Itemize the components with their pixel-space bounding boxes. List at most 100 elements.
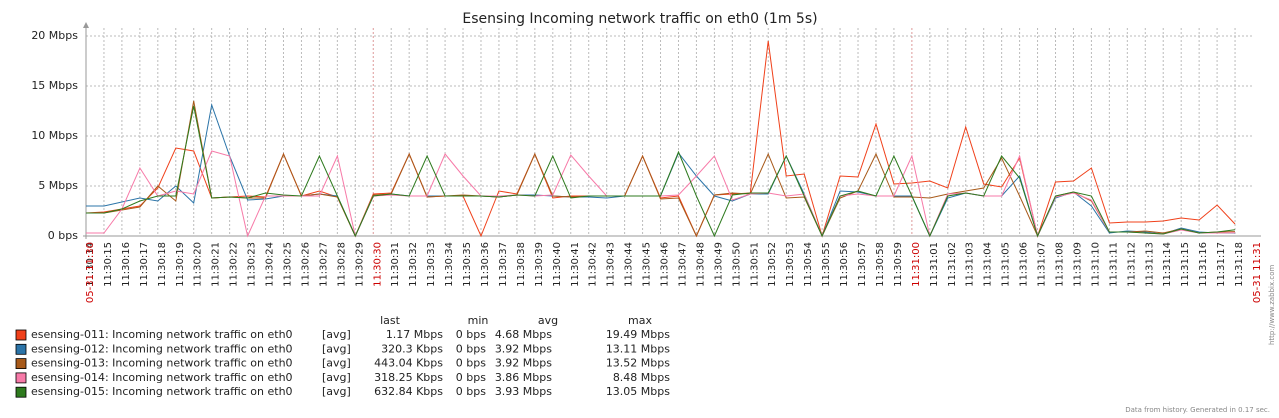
legend-cell: 0 bps bbox=[456, 328, 486, 341]
x-tick-label: 11:30:55 bbox=[821, 242, 832, 287]
x-tick-label: 11:30:33 bbox=[426, 242, 437, 287]
y-tick-label: 5 Mbps bbox=[38, 179, 78, 192]
legend-swatch bbox=[15, 372, 27, 384]
x-tick-label: 11:30:43 bbox=[606, 242, 617, 287]
legend-swatch bbox=[15, 386, 27, 398]
x-tick-label: 11:31:14 bbox=[1162, 242, 1173, 287]
x-tick-label: 11:31:17 bbox=[1216, 242, 1227, 287]
x-tick-label: 11:30:45 bbox=[642, 242, 653, 287]
x-tick-label: 11:30:26 bbox=[300, 242, 311, 287]
legend-cell: [avg] bbox=[322, 357, 351, 370]
x-tick-label: 11:31:08 bbox=[1055, 242, 1066, 287]
x-tick-label: 11:30:42 bbox=[588, 242, 599, 287]
x-tick-label: 11:31:03 bbox=[965, 242, 976, 287]
x-tick-label: 11:30:14 bbox=[85, 242, 96, 287]
legend-cell: 632.84 Kbps bbox=[374, 385, 443, 398]
legend-cell: 19.49 Mbps bbox=[606, 328, 670, 341]
x-tick-label: 11:31:10 bbox=[1090, 242, 1101, 287]
x-tick-label: 11:30:50 bbox=[731, 242, 742, 287]
legend-cell: 13.05 Mbps bbox=[606, 385, 670, 398]
series-line bbox=[86, 105, 1236, 238]
legend-cell: [avg] bbox=[322, 371, 351, 384]
legend-cell: [avg] bbox=[322, 342, 351, 355]
y-tick-label: 15 Mbps bbox=[31, 79, 78, 92]
legend-header: avg bbox=[538, 314, 558, 327]
x-tick-label: 11:30:21 bbox=[211, 242, 222, 287]
legend-name: esensing-015: Incoming network traffic o… bbox=[31, 385, 293, 398]
x-tick-label: 11:30:15 bbox=[103, 242, 114, 287]
x-tick-label: 11:31:11 bbox=[1108, 242, 1119, 287]
legend-name: esensing-012: Incoming network traffic o… bbox=[31, 342, 293, 355]
x-tick-label: 11:30:58 bbox=[875, 242, 886, 287]
x-tick-label: 11:30:40 bbox=[552, 242, 563, 287]
x-tick-label: 11:30:59 bbox=[893, 242, 904, 287]
x-tick-label: 11:31:09 bbox=[1072, 242, 1083, 287]
legend-cell: 0 bps bbox=[456, 357, 486, 370]
footer: Data from history. Generated in 0.17 sec… bbox=[1125, 406, 1270, 414]
legend-cell: 318.25 Kbps bbox=[374, 371, 443, 384]
axis-arrow bbox=[83, 22, 89, 28]
legend-name: esensing-013: Incoming network traffic o… bbox=[31, 357, 293, 370]
x-tick-label: 11:31:13 bbox=[1144, 242, 1155, 287]
legend-cell: [avg] bbox=[322, 328, 351, 341]
x-edge-label: 05-31 11:30 bbox=[85, 242, 96, 303]
x-tick-label: 11:30:48 bbox=[695, 242, 706, 287]
x-tick-label: 11:30:16 bbox=[121, 242, 132, 287]
x-tick-label: 11:30:22 bbox=[229, 242, 240, 287]
x-tick-label: 11:30:25 bbox=[282, 242, 293, 287]
x-tick-label: 11:30:24 bbox=[265, 242, 276, 287]
x-tick-label: 11:30:54 bbox=[803, 242, 814, 287]
legend-swatch bbox=[15, 358, 27, 370]
legend-cell: 443.04 Kbps bbox=[374, 357, 443, 370]
x-tick-label: 11:31:00 bbox=[911, 242, 922, 287]
x-tick-label: 11:30:28 bbox=[336, 242, 347, 287]
legend-cell: 0 bps bbox=[456, 371, 486, 384]
x-tick-label: 11:31:05 bbox=[1001, 242, 1012, 287]
legend-header: min bbox=[468, 314, 489, 327]
x-tick-label: 11:30:47 bbox=[677, 242, 688, 287]
legend-header: max bbox=[628, 314, 652, 327]
x-tick-label: 11:30:36 bbox=[480, 242, 491, 287]
x-tick-label: 11:31:01 bbox=[929, 242, 940, 287]
x-tick-label: 11:30:31 bbox=[390, 242, 401, 287]
y-tick-label: 10 Mbps bbox=[31, 129, 78, 142]
y-tick-label: 0 bps bbox=[48, 229, 78, 242]
x-tick-label: 11:30:30 bbox=[372, 242, 383, 287]
x-tick-label: 11:30:49 bbox=[713, 242, 724, 287]
x-tick-label: 11:31:18 bbox=[1234, 242, 1245, 287]
x-tick-label: 11:30:23 bbox=[247, 242, 258, 287]
x-tick-label: 11:30:39 bbox=[534, 242, 545, 287]
x-tick-label: 11:30:51 bbox=[749, 242, 760, 287]
legend-cell: 13.11 Mbps bbox=[606, 342, 670, 355]
legend-cell: 3.92 Mbps bbox=[495, 342, 552, 355]
legend-cell: 13.52 Mbps bbox=[606, 357, 670, 370]
x-tick-label: 11:30:53 bbox=[785, 242, 796, 287]
x-tick-label: 11:30:19 bbox=[175, 242, 186, 287]
x-tick-label: 11:31:07 bbox=[1037, 242, 1048, 287]
side-note: http://www.zabbix.com bbox=[1268, 265, 1276, 345]
x-tick-label: 11:30:18 bbox=[157, 242, 168, 287]
x-tick-label: 11:30:52 bbox=[767, 242, 778, 287]
legend-cell: 4.68 Mbps bbox=[495, 328, 552, 341]
y-tick-label: 20 Mbps bbox=[31, 29, 78, 42]
legend-cell: 3.92 Mbps bbox=[495, 357, 552, 370]
x-tick-label: 11:31:12 bbox=[1126, 242, 1137, 287]
x-tick-label: 11:30:44 bbox=[624, 242, 635, 287]
x-tick-label: 11:30:17 bbox=[139, 242, 150, 287]
legend-name: esensing-014: Incoming network traffic o… bbox=[31, 371, 293, 384]
x-tick-label: 11:30:46 bbox=[660, 242, 671, 287]
x-edge-label: 05-31 11:31 bbox=[1252, 242, 1263, 303]
x-tick-label: 11:31:06 bbox=[1019, 242, 1030, 287]
legend-cell: 1.17 Mbps bbox=[386, 328, 443, 341]
series-line bbox=[85, 40, 1236, 238]
x-tick-label: 11:30:27 bbox=[318, 242, 329, 287]
x-tick-label: 11:31:16 bbox=[1198, 242, 1209, 287]
x-tick-label: 11:30:38 bbox=[516, 242, 527, 287]
x-tick-label: 11:31:02 bbox=[947, 242, 958, 287]
legend-header: last bbox=[380, 314, 401, 327]
x-tick-label: 11:30:34 bbox=[444, 242, 455, 287]
legend-cell: 3.93 Mbps bbox=[495, 385, 552, 398]
x-tick-label: 11:31:04 bbox=[983, 242, 994, 287]
x-tick-label: 11:30:35 bbox=[462, 242, 473, 287]
